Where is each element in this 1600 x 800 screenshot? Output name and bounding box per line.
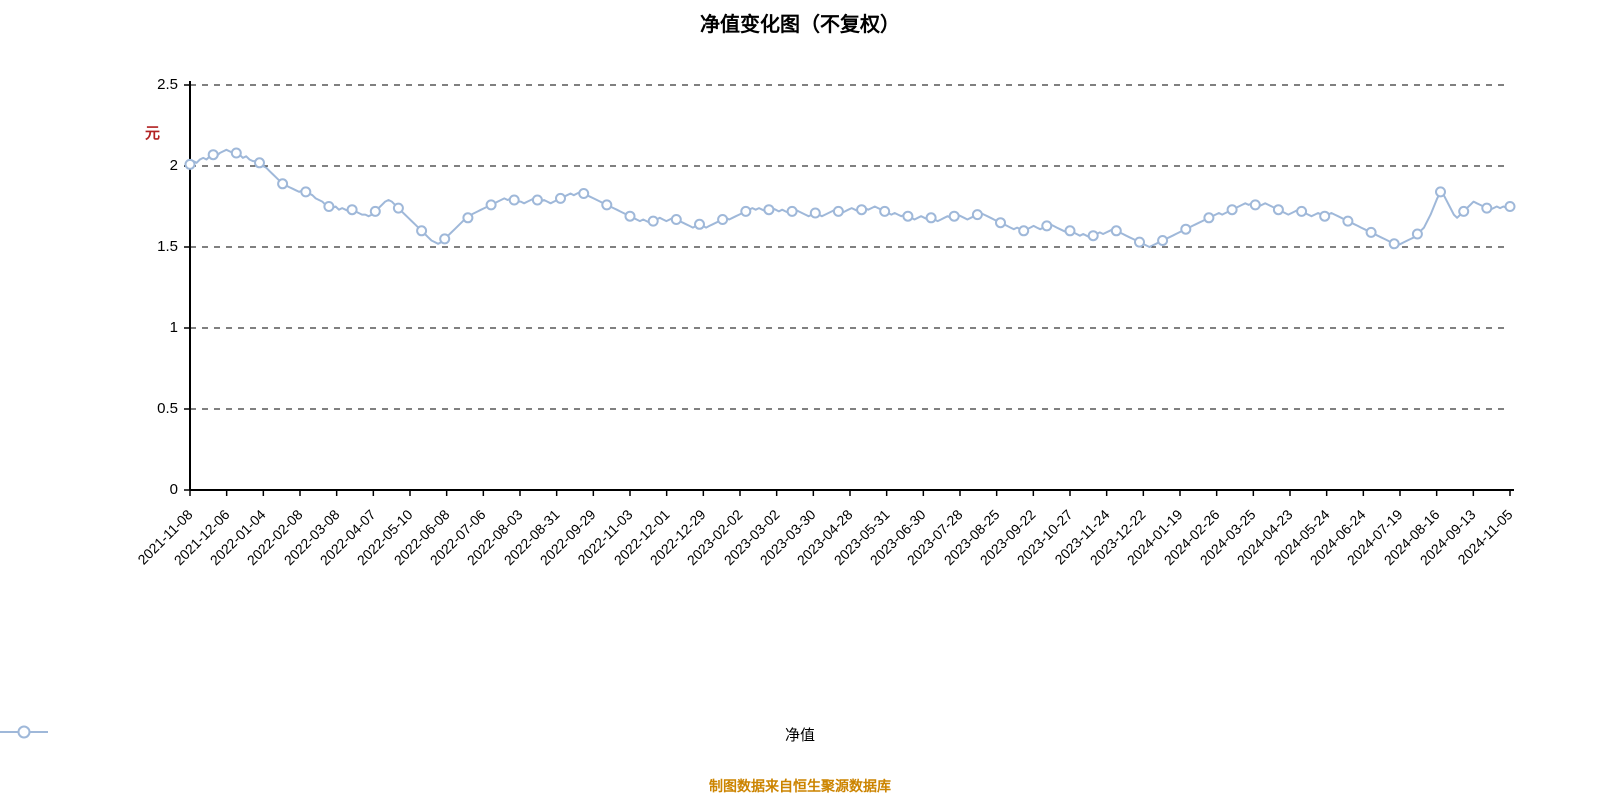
y-tick-label: 0	[170, 481, 178, 498]
legend-label: 净值	[785, 724, 815, 745]
y-tick-label: 2	[170, 157, 178, 174]
y-axis-unit: 元	[145, 122, 160, 143]
y-tick-label: 0.5	[157, 400, 178, 417]
chart-container: 净值变化图（不复权） 元 净值 制图数据来自恒生聚源数据库 00.511.522…	[0, 0, 1600, 800]
y-tick-label: 1	[170, 319, 178, 336]
chart-legend: 净值	[0, 724, 1600, 745]
chart-footer: 制图数据来自恒生聚源数据库	[0, 776, 1600, 796]
y-tick-label: 1.5	[157, 238, 178, 255]
y-tick-label: 2.5	[157, 76, 178, 93]
chart-svg	[0, 0, 1600, 800]
legend-swatch-icon	[0, 724, 48, 740]
